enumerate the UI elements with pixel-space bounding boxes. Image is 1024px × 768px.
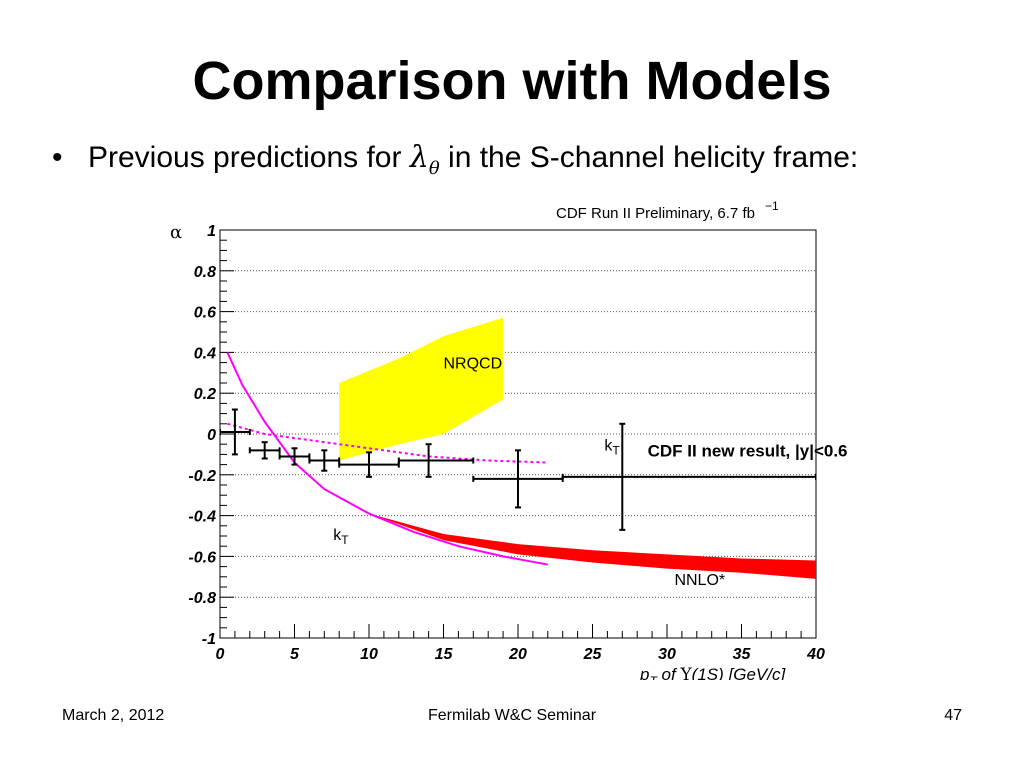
y-tick-label: -0.4 — [188, 509, 216, 526]
x-tick-label: 35 — [733, 646, 752, 663]
x-tick-label: 10 — [360, 646, 378, 663]
lambda-theta-symbol: λθ — [409, 140, 440, 179]
kt-solid-curve — [226, 351, 548, 566]
kt-label: kT — [604, 437, 620, 457]
data-point — [397, 443, 475, 478]
bullet-marker: • — [52, 141, 63, 174]
data-point — [220, 408, 251, 456]
x-tick-label: 30 — [658, 646, 676, 663]
x-tick-label: 15 — [435, 646, 454, 663]
bullet-item: • Previous predictions for λθ in the S-ch… — [52, 138, 1012, 189]
y-tick-label: -0.8 — [188, 590, 216, 607]
x-tick-label: 25 — [583, 646, 603, 663]
y-tick-label: 0.4 — [194, 345, 216, 362]
x-tick-label: 0 — [216, 646, 225, 663]
y-tick-label: -0.6 — [188, 549, 216, 566]
nrqcd-band — [339, 317, 504, 461]
footer-date: March 2, 2012 — [62, 707, 165, 724]
bullet-text-after: in the S-channel helicity frame: — [448, 141, 859, 174]
theta-subscript: θ — [428, 158, 440, 179]
x-tick-label: 5 — [290, 646, 300, 663]
y-tick-label: -1 — [202, 631, 216, 648]
plot-area — [220, 317, 816, 579]
y-tick-label: -0.2 — [188, 468, 216, 485]
nrqcd-label: NRQCD — [444, 356, 503, 373]
data-point — [338, 451, 400, 478]
data-point — [278, 447, 311, 466]
kt-label: kT — [333, 527, 349, 547]
y-axis-label: α — [170, 222, 182, 243]
x-axis-label: pT of Υ(1S) [GeV/c] — [639, 665, 786, 680]
chart-header: CDF Run II Preliminary, 6.7 fb −1 — [556, 199, 779, 222]
x-tick-label: 20 — [508, 646, 527, 663]
footer-page-number: 47 — [944, 707, 962, 724]
data-point — [308, 449, 341, 472]
y-tick-label: 0.8 — [194, 264, 216, 281]
cdf-result-label: CDF II new result, |y|<0.6 — [648, 441, 848, 460]
x-tick-label: 40 — [806, 646, 825, 663]
y-tick-label: 0.2 — [194, 386, 216, 403]
y-tick-label: 0 — [207, 427, 216, 444]
y-tick-label: 1 — [207, 223, 216, 240]
footer-event: Fermilab W&C Seminar — [427, 707, 597, 724]
data-point — [248, 441, 281, 460]
y-tick-label: 0.6 — [194, 305, 216, 322]
nnlo-label: NNLO* — [674, 572, 725, 589]
data-point — [561, 422, 816, 531]
polarization-chart: -1 -0.8 -0.6 -0.4 -0.2 0 0.2 0.4 0.6 0.8 1 0 5 10 15 20… — [160, 192, 850, 680]
lambda-symbol: λ — [409, 140, 429, 175]
kt-dotted-curve — [227, 422, 548, 464]
data-point — [472, 449, 564, 509]
slide-title: Comparison with Models — [192, 51, 832, 111]
bullet-text-before: Previous predictions for — [88, 141, 402, 174]
chart-svg: -1-0.8-0.6-0.4-0.200.20.40.60.810 5 10 15 20… — [170, 199, 848, 680]
